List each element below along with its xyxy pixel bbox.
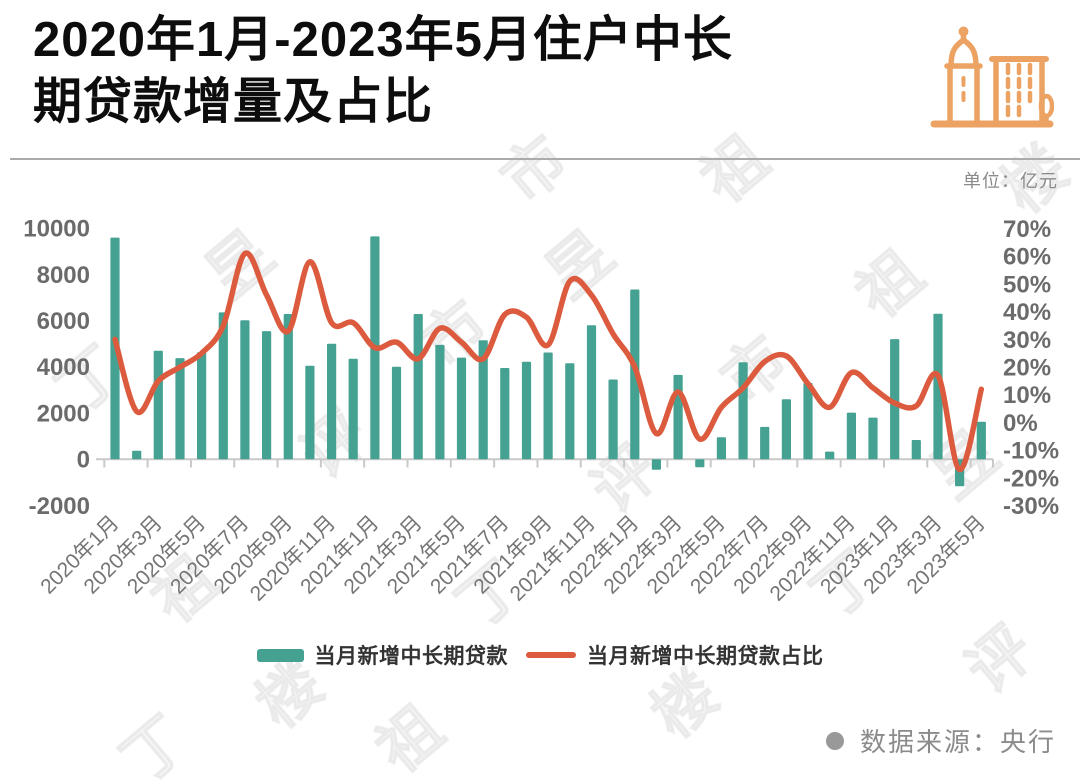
bar <box>521 361 532 460</box>
data-source: 数据来源：央行 <box>825 722 1056 759</box>
city-buildings-icon <box>930 20 1055 137</box>
x-axis <box>96 458 994 468</box>
right-axis-tick-label: 20% <box>1003 355 1051 382</box>
bar <box>608 379 618 460</box>
right-axis-tick-label: 70% <box>1003 216 1051 243</box>
unit-label: 单位：亿元 <box>963 171 1058 191</box>
bar <box>478 340 488 460</box>
bar <box>651 459 661 470</box>
bar <box>846 412 856 460</box>
right-axis-tick-label: 40% <box>1003 299 1051 326</box>
bar <box>500 368 510 460</box>
bar <box>825 451 835 460</box>
legend-bar-swatch <box>256 648 304 662</box>
bar <box>760 426 770 460</box>
bar <box>976 421 986 460</box>
legend-line-label: 当月新增中长期贷款占比 <box>587 645 824 668</box>
left-axis-tick-label: -2000 <box>29 493 90 520</box>
right-axis-tick-label: -30% <box>1003 493 1059 520</box>
right-axis-tick-label: 60% <box>1003 244 1051 271</box>
page-title: 2020年1月-2023年5月住户中长 期贷款增量及占比 <box>33 10 733 133</box>
bar <box>283 314 293 460</box>
chart-legend: 当月新增中长期贷款 当月新增中长期贷款占比 <box>0 640 1080 670</box>
left-axis-tick-label: 10000 <box>23 216 90 243</box>
bar <box>175 358 185 460</box>
right-axis-tick-label: 10% <box>1003 382 1051 409</box>
right-axis-tick-label: -10% <box>1003 438 1059 465</box>
bar <box>435 344 445 460</box>
x-axis-labels: 2020年1月2020年3月2020年5月2020年7月2020年9月2020年… <box>36 511 990 605</box>
bar <box>197 352 207 460</box>
left-axis-tick-label: 2000 <box>37 400 90 427</box>
page-title-line: 期贷款增量及占比 <box>33 74 434 129</box>
bar <box>868 417 878 460</box>
bar <box>543 352 553 460</box>
data-source-text: 数据来源：央行 <box>859 727 1056 757</box>
bar <box>565 363 575 460</box>
bar <box>413 314 423 460</box>
left-axis-tick-label: 8000 <box>37 262 90 289</box>
left-axis-tick-label: 0 <box>77 447 90 474</box>
bar <box>586 325 597 460</box>
page-title-line: 2020年1月-2023年5月住户中长 <box>33 13 733 67</box>
bar <box>262 331 272 460</box>
bar <box>803 383 813 460</box>
bar <box>348 358 358 460</box>
right-axis-tick-label: -20% <box>1003 465 1059 492</box>
left-axis-labels: 10000 8000 6000 4000 2000 0 -2000 <box>23 216 90 520</box>
divider-line <box>10 158 1080 160</box>
legend-bar-label: 当月新增中长期贷款 <box>314 645 508 668</box>
bar <box>695 459 705 468</box>
right-axis-labels: 70%60%50%40%30%20%10%0%-10%-20%-30% <box>1003 216 1059 520</box>
legend-line-swatch <box>526 652 576 658</box>
bar <box>305 365 315 460</box>
bar <box>456 357 467 460</box>
bar <box>716 437 726 460</box>
bar <box>327 343 337 460</box>
left-axis-tick-label: 6000 <box>37 308 90 335</box>
bar <box>781 399 791 460</box>
right-axis-tick-label: 50% <box>1003 271 1051 298</box>
bar <box>933 313 943 460</box>
bar <box>153 350 163 460</box>
bar <box>132 450 142 460</box>
right-axis-tick-label: 30% <box>1003 327 1051 354</box>
bar <box>738 362 748 460</box>
bar <box>240 320 250 460</box>
bar <box>218 312 228 460</box>
left-axis-tick-label: 4000 <box>37 354 90 381</box>
bar <box>890 339 900 460</box>
bullet-dot-icon <box>825 731 844 750</box>
bar <box>391 366 402 460</box>
bar <box>673 374 683 460</box>
right-axis-tick-label: 0% <box>1003 410 1038 437</box>
proportion-line <box>112 250 985 473</box>
bars-series <box>110 236 986 487</box>
bar <box>911 440 921 460</box>
